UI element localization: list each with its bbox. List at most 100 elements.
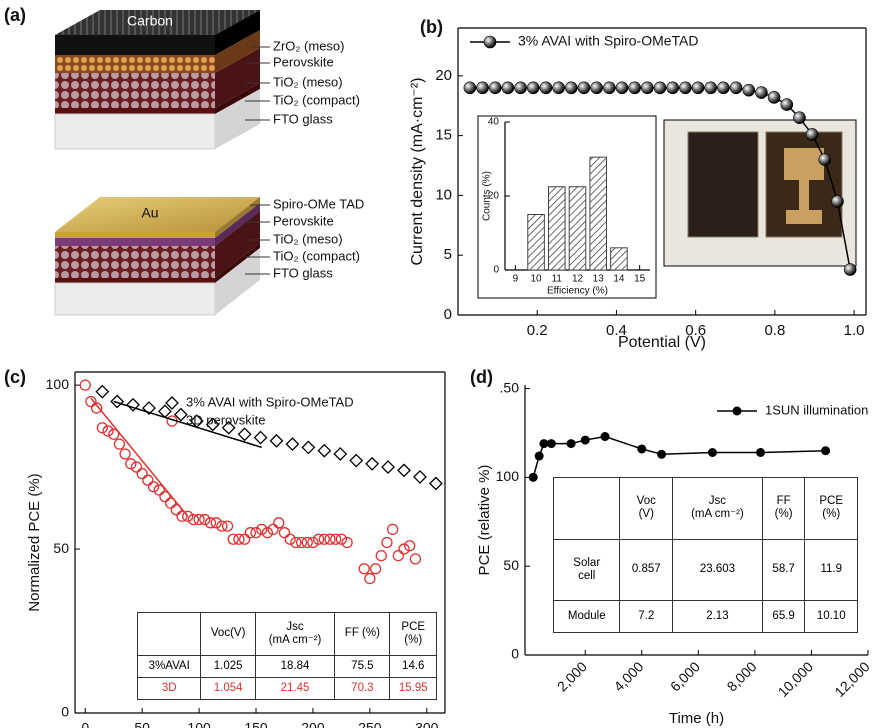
layer-label: FTO glass [273,111,333,126]
data-point [831,195,843,207]
data-point [268,524,278,534]
data-point [240,534,250,544]
x-tick-label: 2,000 [554,658,590,694]
device-stack [55,197,270,315]
data-point [331,534,341,544]
data-point [430,477,442,489]
table-row: Module7.22.1365.910.10 [554,601,858,633]
layer-label: FTO glass [273,265,333,280]
x-tick-label: 11 [552,274,563,285]
table-cell: 11.9 [805,539,858,601]
table-row: Solar cell0.85723.60358.711.9 [554,539,858,601]
data-point [365,574,375,584]
data-point [382,538,392,548]
table: Voc(V)Jsc (mA cm⁻²)FF (%)PCE (%)3%AVAI1.… [137,612,437,700]
x-tick-label: 6,000 [667,658,703,694]
data-point [217,521,227,531]
x-tick-label: 100 [187,720,211,728]
table-cell: 65.9 [762,601,805,633]
legend-label: 3D perovskite [186,412,265,427]
data-point [251,528,261,538]
y-tick-label: 100 [46,376,70,392]
x-tick-label: 14 [613,274,625,285]
x-tick-label: 12,000 [831,658,873,700]
legend-marker [166,397,178,409]
layer-label: TiO₂ (meso) [273,74,343,89]
data-point [114,439,124,449]
table-cell: 23.603 [673,539,763,601]
data-point [257,524,267,534]
data-point [667,82,679,94]
legend-label: 1SUN illumination [765,402,868,417]
x-tick-label: 10 [531,274,543,285]
table-cell: 70.3 [335,677,390,699]
data-point [342,538,352,548]
x-tick-label: 13 [593,274,605,285]
y-tick-label: 40 [488,117,500,128]
data-point [382,461,394,473]
data-point [641,82,653,94]
x-tick-label: 8,000 [724,658,760,694]
data-point [366,458,378,470]
data-point [96,386,108,398]
data-point [565,82,577,94]
data-point [120,449,130,459]
table-cell: Jsc (mA cm⁻²) [673,478,763,540]
data-point [489,82,501,94]
layer-label: Perovskite [273,54,334,69]
data-point [126,459,136,469]
data-point [359,564,369,574]
data-point [297,538,307,548]
data-point [629,82,641,94]
data-point [336,534,346,544]
data-point [111,396,123,408]
table-cell: 21.45 [255,677,334,699]
data-point [529,473,538,482]
data-point [410,554,420,564]
data-point [553,82,565,94]
table-cell: 3D [138,677,201,699]
data-point [228,534,238,544]
table-cell: 15.95 [390,677,437,699]
data-point [679,82,691,94]
y-tick-label: 5 [444,246,452,263]
table-cell: FF (%) [335,613,390,656]
data-point [578,82,590,94]
parameter-table: Voc (V)Jsc (mA cm⁻²)FF (%)PCE (%)Solar c… [553,477,858,633]
y-tick-label: 0 [511,646,519,662]
data-point [717,82,729,94]
data-point [255,432,267,444]
data-point [223,521,233,531]
data-point [318,445,330,457]
data-point [188,515,198,525]
data-point [601,432,610,441]
y-tick-label: 0 [61,704,69,720]
data-point [637,444,646,453]
data-point [376,551,386,561]
data-point [279,528,289,538]
data-point [515,82,527,94]
legend-marker [733,407,742,416]
data-point [793,112,805,124]
panel-label: (d) [470,367,493,387]
y-tick-label: 100 [496,468,520,484]
data-point [502,82,514,94]
data-point [603,82,615,94]
x-tick-label: 10,000 [775,658,817,700]
data-point [398,464,410,476]
data-point [527,82,539,94]
table-cell: Voc (V) [620,478,673,540]
data-point [844,264,856,276]
layer-label: Au [141,205,158,221]
table-cell [554,478,620,540]
data-point [581,436,590,445]
data-point [654,82,666,94]
table-cell: Voc(V) [201,613,255,656]
data-point [806,128,818,140]
layer-label: Perovskite [273,213,334,228]
y-tick-label: 0 [444,306,452,323]
table-row: 3%AVAI1.02518.8475.514.6 [138,655,437,677]
table-cell: 14.6 [390,655,437,677]
table-cell: FF (%) [762,478,805,540]
